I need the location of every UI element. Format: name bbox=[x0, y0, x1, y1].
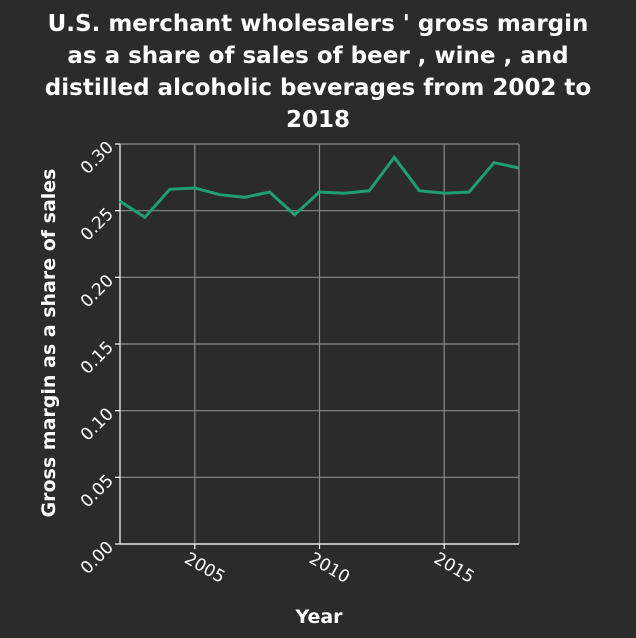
y-tick-label: 0.05 bbox=[77, 471, 118, 512]
x-tick-label: 2005 bbox=[181, 549, 228, 588]
y-tick-label: 0.25 bbox=[77, 204, 118, 245]
y-tick-label: 0.15 bbox=[77, 338, 118, 379]
y-tick-labels: 0.00 0.05 0.10 0.15 0.20 0.25 0.30 bbox=[77, 138, 118, 579]
x-tick-label: 2010 bbox=[306, 549, 353, 588]
chart-title: U.S. merchant wholesalers ' gross margin… bbox=[45, 11, 591, 133]
y-axis-title: Gross margin as a share of sales bbox=[38, 169, 60, 518]
y-tick-label: 0.20 bbox=[77, 271, 118, 312]
y-tick-label: 0.10 bbox=[77, 404, 118, 445]
chart-title-line: distilled alcoholic beverages from 2002 … bbox=[45, 75, 591, 101]
axes bbox=[115, 143, 519, 549]
x-axis-title: Year bbox=[294, 606, 343, 628]
y-tick-label: 0.00 bbox=[77, 538, 118, 579]
y-tick-label: 0.30 bbox=[77, 138, 118, 179]
x-tick-labels: 2005 2010 2015 bbox=[181, 549, 478, 588]
chart-title-line: as a share of sales of beer , wine , and bbox=[67, 43, 568, 69]
chart-title-line: 2018 bbox=[286, 107, 350, 133]
data-series bbox=[119, 154, 520, 220]
x-tick-label: 2015 bbox=[430, 549, 477, 588]
grid-lines bbox=[120, 143, 520, 545]
chart-title-line: U.S. merchant wholesalers ' gross margin bbox=[48, 11, 589, 37]
